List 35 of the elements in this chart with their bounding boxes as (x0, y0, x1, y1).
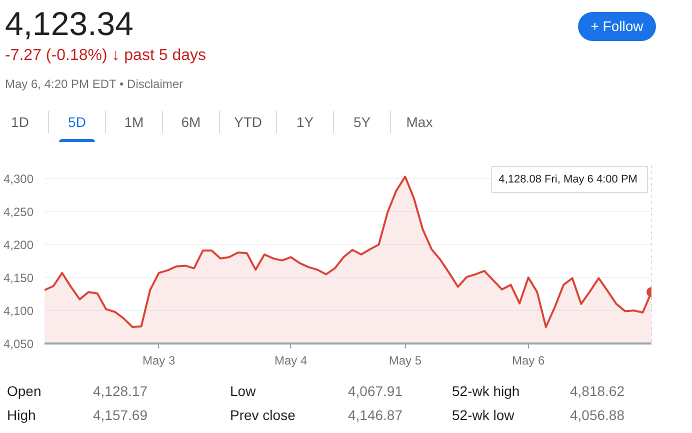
y-tick-label: 4,200 (3, 238, 34, 252)
text: 4,146.87 (348, 406, 402, 425)
text: 4,067.91 (348, 382, 402, 401)
text: May 6, 4:20 PM EDT • Disclaimer (5, 76, 184, 93)
text: 6M (163, 111, 220, 133)
y-tick-label: 4,150 (3, 271, 34, 286)
annotation: 4,128.08 Fri, May 6 4:00 PM (498, 174, 638, 186)
text: 52-wk high (452, 382, 520, 401)
text: 4,056.88 (570, 406, 624, 425)
text: 1Y (277, 111, 334, 133)
text: Low (230, 382, 256, 401)
text: 1D (0, 111, 49, 133)
text: Prev close (230, 406, 296, 425)
text: 5Y (334, 111, 391, 133)
text: 5D (49, 111, 106, 133)
text: 52-wk low (452, 406, 514, 425)
text: Open (7, 382, 42, 401)
text: 4,128.17 (93, 382, 148, 401)
text: 4,818.62 (570, 382, 624, 401)
text: 4,157.69 (93, 406, 148, 425)
text: High (7, 406, 36, 425)
text: + Follow (578, 12, 656, 41)
text: Max (405, 113, 434, 132)
y-tick-label: 4,300 (3, 172, 34, 186)
chart-subtitle: -7.27 (-0.18%) ↓ past 5 days (5, 46, 206, 66)
x-tick-label: May 4 (274, 354, 308, 368)
y-tick-label: 4,050 (3, 337, 34, 351)
y-tick-label: 4,250 (3, 205, 34, 220)
text: YTD (220, 111, 277, 133)
x-tick-label: May 3 (142, 354, 176, 368)
x-tick-label: May 6 (512, 354, 546, 368)
x-tick-label: May 5 (388, 354, 422, 368)
y-tick-label: 4,100 (3, 304, 34, 318)
text: 1M (106, 111, 163, 133)
chart-title: 4,123.34 (5, 4, 134, 44)
